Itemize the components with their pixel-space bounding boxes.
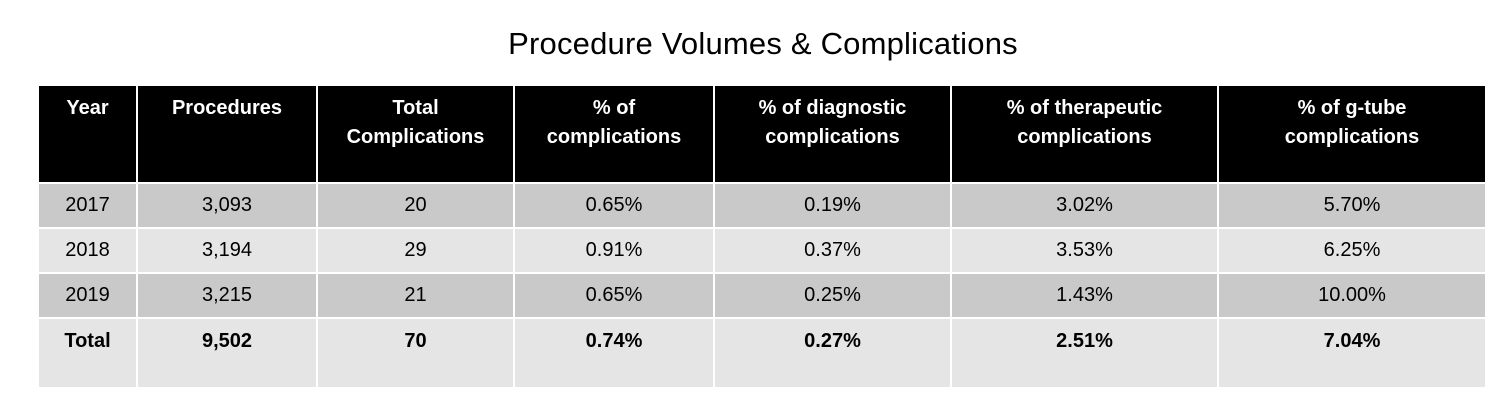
cell-pct-therapeutic: 3.53% [950,227,1219,274]
column-header-total-complications: Total Complications [316,84,515,184]
cell-total-pct-therapeutic: 2.51% [950,317,1219,389]
procedure-table: Year Procedures Total Complications % of c… [37,84,1487,389]
cell-total-label: Total [37,317,138,389]
cell-total-complications: 29 [316,227,515,274]
cell-pct-gtube: 6.25% [1217,227,1487,274]
column-header-procedures: Procedures [136,84,318,184]
cell-total-complications: 20 [316,182,515,229]
cell-year: 2018 [37,227,138,274]
cell-pct-complications: 0.65% [513,272,715,319]
table-row-2019: 2019 3,215 21 0.65% 0.25% 1.43% 10.00% [37,272,1487,319]
cell-pct-gtube: 10.00% [1217,272,1487,319]
cell-pct-diagnostic: 0.37% [713,227,952,274]
cell-pct-therapeutic: 1.43% [950,272,1219,319]
table-row-2018: 2018 3,194 29 0.91% 0.37% 3.53% 6.25% [37,227,1487,274]
cell-procedures: 3,194 [136,227,318,274]
cell-year: 2017 [37,182,138,229]
cell-pct-complications: 0.91% [513,227,715,274]
cell-total-procedures: 9,502 [136,317,318,389]
cell-total-pct-diagnostic: 0.27% [713,317,952,389]
column-header-pct-gtube: % of g-tube complications [1217,84,1487,184]
column-header-pct-complications: % of complications [513,84,715,184]
cell-procedures: 3,093 [136,182,318,229]
cell-total-pct-complications: 0.74% [513,317,715,389]
column-header-year: Year [37,84,138,184]
column-header-pct-therapeutic: % of therapeutic complications [950,84,1219,184]
cell-procedures: 3,215 [136,272,318,319]
table-row-total: Total 9,502 70 0.74% 0.27% 2.51% 7.04% [37,317,1487,389]
cell-pct-complications: 0.65% [513,182,715,229]
header-row: Year Procedures Total Complications % of c… [37,84,1487,184]
cell-total-complications: 21 [316,272,515,319]
table-title: Procedure Volumes & Complications [508,26,1018,61]
cell-pct-gtube: 5.70% [1217,182,1487,229]
column-header-pct-diagnostic: % of diagnostic complications [713,84,952,184]
cell-pct-therapeutic: 3.02% [950,182,1219,229]
table-row-2017: 2017 3,093 20 0.65% 0.19% 3.02% 5.70% [37,182,1487,229]
cell-year: 2019 [37,272,138,319]
cell-total-complications: 70 [316,317,515,389]
cell-pct-diagnostic: 0.19% [713,182,952,229]
cell-total-pct-gtube: 7.04% [1217,317,1487,389]
cell-pct-diagnostic: 0.25% [713,272,952,319]
